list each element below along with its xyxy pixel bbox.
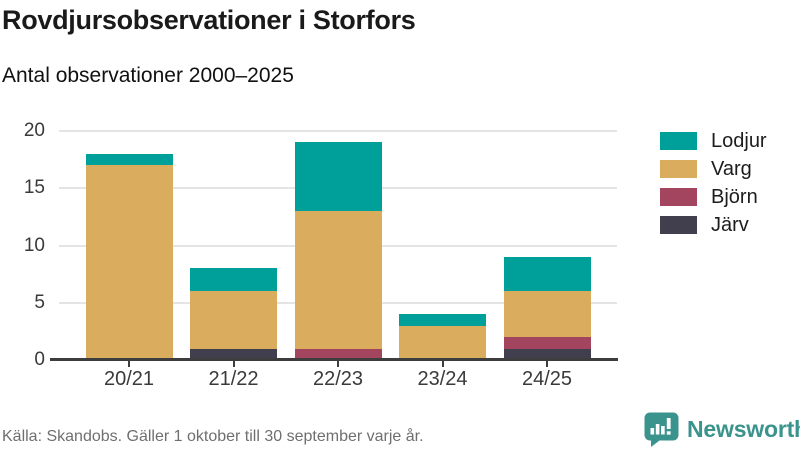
bar-segment-varg-23-24 xyxy=(399,325,486,360)
bar-segment-varg-20-21 xyxy=(85,165,173,360)
legend-label-björn: Björn xyxy=(711,185,758,208)
legend-item-björn: Björn xyxy=(660,185,767,208)
legend-swatch-lodjur xyxy=(660,132,697,150)
bar-segment-lodjur-23-24 xyxy=(399,314,486,326)
plot-area xyxy=(59,130,617,360)
x-tick-20-21 xyxy=(128,361,130,367)
brand-logo: Newsworthy xyxy=(643,411,800,448)
newsworthy-bubble-chart-icon xyxy=(643,411,680,448)
x-tick-23-24 xyxy=(441,361,444,367)
bar-segment-järv-21-22 xyxy=(190,348,277,360)
y-axis-label-0: 0 xyxy=(34,349,45,370)
source-note: Källa: Skandobs. Gäller 1 oktober till 3… xyxy=(2,428,424,445)
y-axis-label-10: 10 xyxy=(23,234,45,256)
x-tick-22-23 xyxy=(337,361,339,367)
legend-label-varg: Varg xyxy=(711,157,752,180)
bar-segment-lodjur-21-22 xyxy=(190,268,277,292)
x-axis-label-20-21: 20/21 xyxy=(103,368,155,390)
y-axis-label-15: 15 xyxy=(23,177,45,199)
bar-segment-varg-24-25 xyxy=(503,291,591,338)
bar-segment-varg-21-22 xyxy=(190,291,277,349)
legend-item-varg: Varg xyxy=(660,157,767,180)
legend-swatch-björn xyxy=(660,188,697,206)
legend: Lodjur Varg Björn Järv xyxy=(660,129,767,236)
legend-item-lodjur: Lodjur xyxy=(660,129,767,152)
x-axis-label-24-25: 24/25 xyxy=(521,368,573,390)
legend-swatch-järv xyxy=(660,216,697,234)
legend-label-järv: Järv xyxy=(711,213,749,236)
legend-swatch-varg xyxy=(660,160,697,178)
chart-subtitle: Antal observationer 2000–2025 xyxy=(2,64,294,87)
y-axis-label-5: 5 xyxy=(34,291,45,313)
legend-item-järv: Järv xyxy=(660,213,767,236)
bar-segment-björn-22-23 xyxy=(294,348,382,360)
bar-segment-lodjur-24-25 xyxy=(503,256,591,292)
x-tick-21-22 xyxy=(232,361,235,367)
brand-wordmark: Newsworthy xyxy=(687,416,800,442)
x-tick-24-25 xyxy=(546,361,548,367)
bar-segment-björn-24-25 xyxy=(503,337,591,349)
x-axis-label-23-24: 23/24 xyxy=(417,368,468,390)
bar-segment-lodjur-22-23 xyxy=(294,142,382,212)
bar-segment-järv-24-25 xyxy=(503,348,591,360)
y-axis-label-20: 20 xyxy=(23,120,45,141)
x-axis-label-22-23: 22/23 xyxy=(312,368,364,390)
bar-segment-varg-22-23 xyxy=(294,211,382,349)
legend-label-lodjur: Lodjur xyxy=(711,129,767,152)
chart-title: Rovdjursobservationer i Storfors xyxy=(2,5,416,35)
x-axis-line xyxy=(50,358,618,361)
bar-segment-lodjur-20-21 xyxy=(85,153,173,166)
gridline-20 xyxy=(59,130,617,132)
x-axis-label-21-22: 21/22 xyxy=(208,368,259,390)
